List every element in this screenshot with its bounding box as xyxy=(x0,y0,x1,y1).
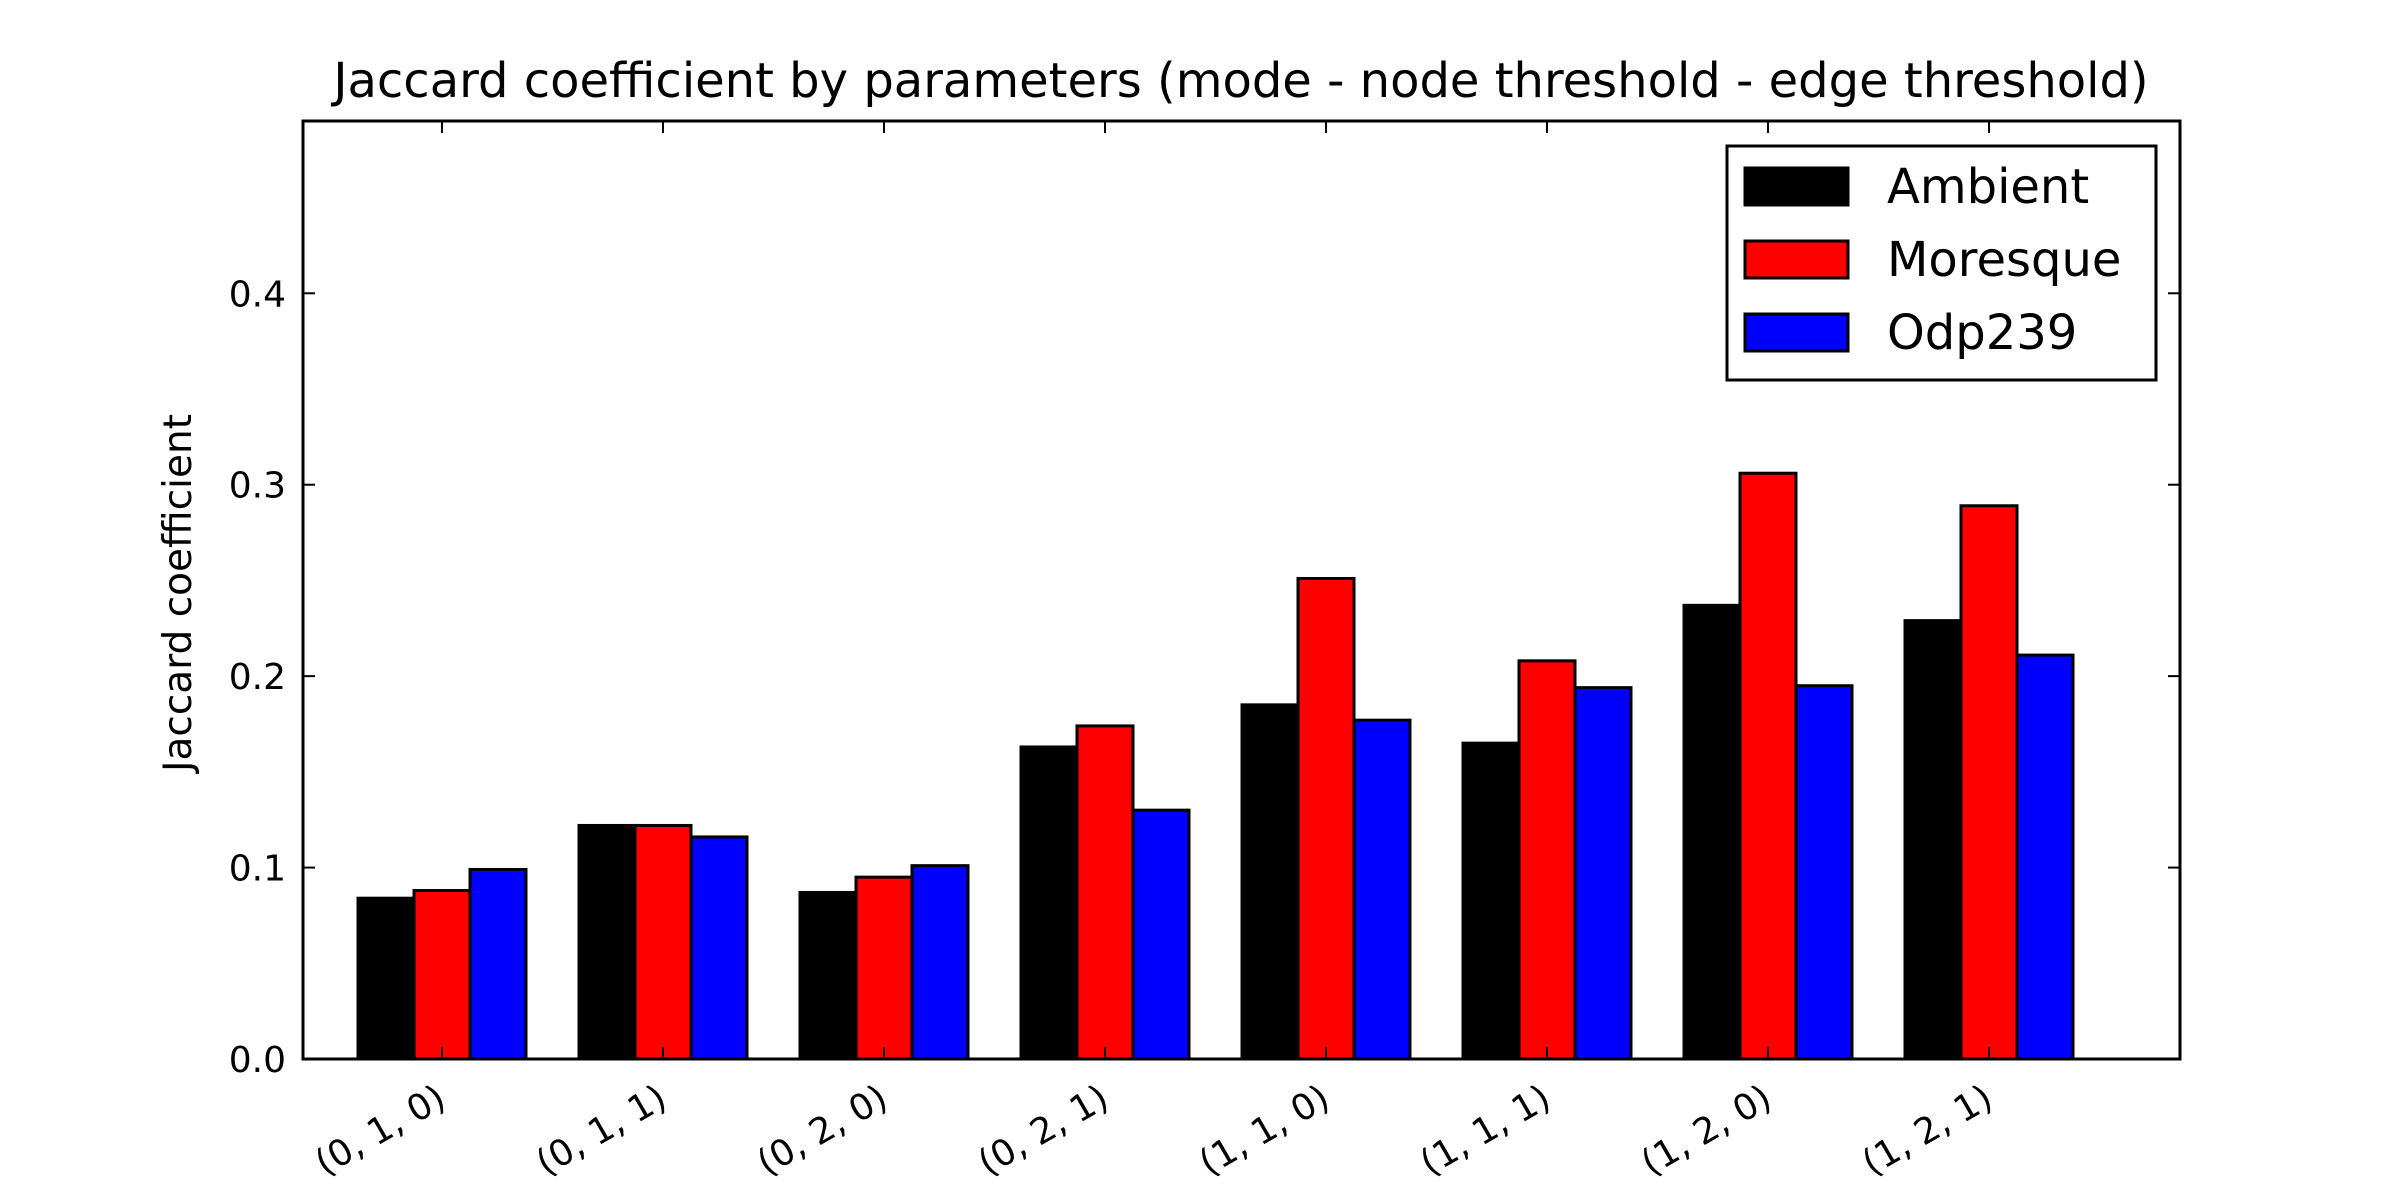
x-tick-label: (0, 1, 0) xyxy=(309,1077,453,1184)
legend-label-moresque: Moresque xyxy=(1887,232,2121,288)
bar-moresque-1 xyxy=(633,823,693,1061)
bar-moresque-6 xyxy=(1738,471,1798,1061)
bar-moresque-4 xyxy=(1296,577,1356,1061)
bar-ambient-5 xyxy=(1461,741,1521,1061)
bar-moresque-5 xyxy=(1517,659,1577,1061)
bar-odp239-0 xyxy=(468,867,528,1061)
legend-swatch-ambient xyxy=(1743,166,1850,207)
x-tick-label: (1, 2, 1) xyxy=(1856,1077,2000,1184)
bar-ambient-0 xyxy=(356,896,416,1061)
bar-odp239-6 xyxy=(1794,684,1854,1061)
bars-group xyxy=(356,471,2075,1061)
y-tick-label: 0.3 xyxy=(229,466,286,507)
x-tick-label: (1, 1, 0) xyxy=(1193,1077,1337,1184)
y-axis-label: Jaccard coefficient xyxy=(156,414,201,775)
x-tick-label: (0, 2, 0) xyxy=(751,1077,895,1184)
x-tick-label: (1, 2, 0) xyxy=(1635,1077,1779,1184)
bar-ambient-3 xyxy=(1019,745,1079,1061)
bar-odp239-3 xyxy=(1131,808,1191,1061)
y-tick-label: 0.2 xyxy=(229,657,286,698)
bar-odp239-4 xyxy=(1352,718,1412,1061)
bar-moresque-3 xyxy=(1075,724,1135,1061)
plot-frame xyxy=(301,119,2182,1061)
bar-ambient-1 xyxy=(577,823,637,1061)
y-tick-label: 0.4 xyxy=(229,274,286,315)
bar-odp239-5 xyxy=(1573,686,1633,1061)
x-tick-label: (1, 1, 1) xyxy=(1414,1077,1558,1184)
bar-ambient-6 xyxy=(1682,603,1742,1061)
bar-ambient-4 xyxy=(1240,703,1300,1061)
bar-ambient-2 xyxy=(798,890,858,1061)
chart-title: Jaccard coefficient by parameters (mode … xyxy=(330,53,2148,109)
legend-label-odp239: Odp239 xyxy=(1887,305,2077,361)
y-tick-label: 0.1 xyxy=(229,849,286,890)
legend: Ambient Moresque Odp239 xyxy=(1725,144,2158,382)
bar-odp239-2 xyxy=(910,864,970,1061)
legend-swatch-moresque xyxy=(1743,239,1850,280)
bar-odp239-1 xyxy=(689,835,749,1061)
legend-label-ambient: Ambient xyxy=(1887,159,2089,215)
bar-ambient-7 xyxy=(1903,619,1963,1061)
x-tick-label: (0, 2, 1) xyxy=(972,1077,1116,1184)
y-tick-label: 0.0 xyxy=(229,1040,286,1081)
bar-moresque-7 xyxy=(1959,504,2019,1061)
legend-swatch-odp239 xyxy=(1743,312,1850,353)
bar-moresque-0 xyxy=(412,889,472,1061)
x-tick-label: (0, 1, 1) xyxy=(530,1077,674,1184)
bar-moresque-2 xyxy=(854,875,914,1061)
bar-odp239-7 xyxy=(2015,653,2075,1061)
